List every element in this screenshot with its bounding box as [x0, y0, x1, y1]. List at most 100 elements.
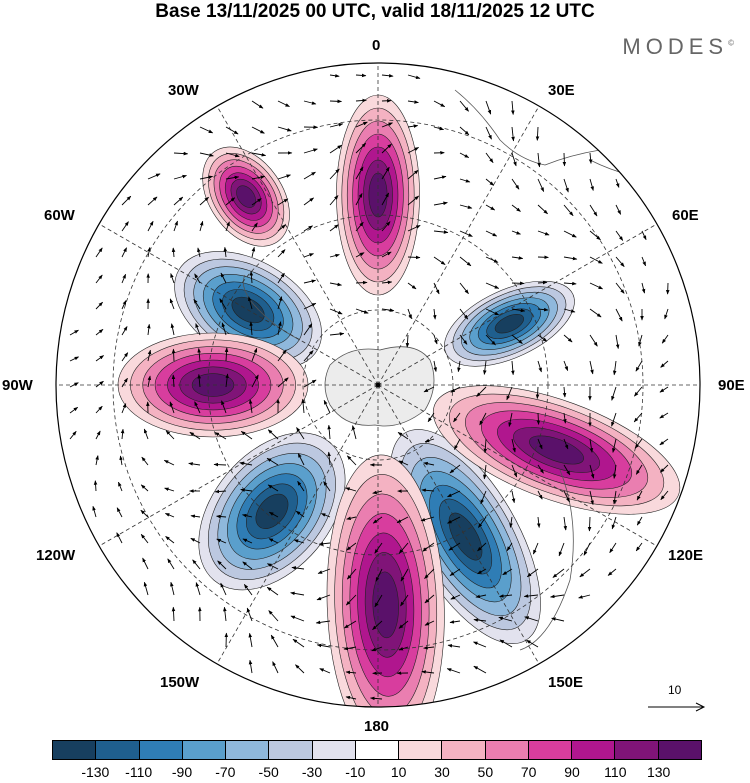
- wind-arrow: [424, 568, 435, 579]
- wind-arrow: [303, 379, 317, 388]
- wind-arrow: [143, 428, 149, 440]
- wind-arrow: [323, 399, 331, 414]
- wind-arrow: [242, 538, 253, 544]
- wind-arrow: [483, 360, 487, 375]
- wind-arrow: [199, 196, 209, 206]
- colorbar-ticks: -130 -110 -90 -70 -50 -30 -10 10 30 50 70 90 110 130: [0, 764, 750, 782]
- wind-arrow: [485, 126, 492, 140]
- wind-arrow: [248, 632, 253, 648]
- wind-arrow: [407, 74, 421, 80]
- anomaly-contour: [255, 493, 289, 529]
- wind-arrow: [120, 428, 125, 440]
- wind-arrow: [140, 533, 149, 544]
- wind-arrow: [511, 230, 521, 235]
- wind-arrow: [398, 460, 409, 466]
- wind-arrow: [381, 192, 390, 206]
- wind-arrow: [449, 568, 461, 576]
- colorbar-swatch-12: [572, 741, 616, 759]
- wind-arrow: [477, 542, 487, 552]
- wind-arrow: [511, 438, 516, 453]
- wind-arrow: [121, 377, 128, 388]
- wind-arrow: [611, 386, 617, 401]
- wind-arrow: [216, 514, 227, 519]
- wind-arrow: [240, 488, 253, 492]
- wind-arrow: [141, 456, 149, 466]
- wind-arrow: [95, 274, 103, 284]
- wind-arrow: [303, 148, 318, 154]
- wind-arrow: [641, 282, 646, 294]
- wind-arrow: [537, 490, 543, 500]
- wind-arrow: [511, 308, 526, 313]
- anomaly-center-negative: [444, 280, 575, 367]
- wind-arrow: [195, 582, 201, 596]
- wind-arrow: [268, 610, 279, 622]
- wind-arrow: [459, 308, 469, 320]
- wind-arrow: [433, 230, 449, 234]
- wind-arrow: [511, 256, 524, 260]
- wind-arrow: [509, 516, 513, 528]
- meridian-line: [377, 384, 544, 671]
- wind-arrow: [318, 541, 331, 546]
- colorbar: [52, 740, 702, 760]
- wind-arrow: [615, 178, 620, 188]
- wind-arrow: [345, 487, 357, 492]
- wind-arrow: [251, 222, 258, 232]
- colorbar-swatch-8: [399, 741, 443, 759]
- wind-arrow: [635, 464, 643, 475]
- colorbar-tick-label: 10: [390, 764, 407, 780]
- wind-arrow: [407, 224, 421, 232]
- wind-arrow: [220, 582, 227, 596]
- colorbar-swatch-7: [355, 741, 400, 759]
- wind-arrow: [315, 620, 331, 625]
- wind-arrow: [664, 308, 669, 320]
- wind-arrow: [121, 273, 127, 284]
- colorbar-swatch-0: [53, 741, 97, 759]
- wind-arrow: [242, 513, 253, 518]
- wind-arrow: [170, 323, 175, 336]
- wind-arrow: [635, 542, 643, 552]
- wind-arrow: [563, 308, 576, 313]
- wind-arrow: [197, 348, 201, 362]
- wind-arrow: [447, 516, 461, 524]
- wind-arrow: [95, 405, 103, 414]
- wind-arrow: [316, 594, 331, 601]
- wind-arrow: [188, 462, 201, 466]
- wind-arrow: [589, 334, 598, 347]
- wind-arrow: [611, 412, 617, 427]
- wind-arrow: [615, 282, 625, 294]
- wind-arrow: [277, 198, 289, 206]
- colorbar-tick-label: -130: [81, 764, 110, 780]
- wind-arrow: [277, 249, 286, 258]
- wind-arrow: [277, 174, 291, 180]
- wind-arrow: [659, 438, 669, 446]
- wind-arrow: [407, 255, 421, 260]
- wind-arrow: [170, 581, 175, 596]
- wind-arrow: [563, 360, 569, 372]
- colorbar-tick-label: 50: [477, 764, 494, 780]
- wind-arrow: [251, 374, 259, 388]
- wind-arrow: [506, 386, 513, 401]
- wind-arrow: [511, 100, 515, 115]
- wind-arrow: [523, 594, 539, 598]
- longitude-label-90w: 90W: [2, 377, 33, 394]
- brand-mark: ©: [728, 38, 734, 48]
- wind-arrow: [588, 152, 593, 164]
- wind-arrow: [478, 516, 487, 528]
- wind-arrow: [636, 516, 643, 526]
- wind-arrow: [634, 386, 643, 397]
- wind-arrow: [381, 143, 392, 154]
- anomaly-contour: [236, 185, 256, 208]
- wind-arrow: [219, 298, 227, 310]
- colorbar-swatch-14: [658, 741, 701, 759]
- wind-arrow: [251, 175, 266, 180]
- wind-arrow: [92, 505, 97, 518]
- wind-arrow: [345, 594, 357, 606]
- wind-arrow: [221, 400, 227, 414]
- wind-arrow: [223, 606, 227, 622]
- wind-arrow: [427, 412, 435, 423]
- wind-arrow: [147, 173, 161, 180]
- meridian-line: [92, 219, 379, 386]
- wind-arrow: [272, 661, 279, 674]
- wind-arrow: [246, 607, 253, 622]
- wind-arrow: [536, 516, 541, 528]
